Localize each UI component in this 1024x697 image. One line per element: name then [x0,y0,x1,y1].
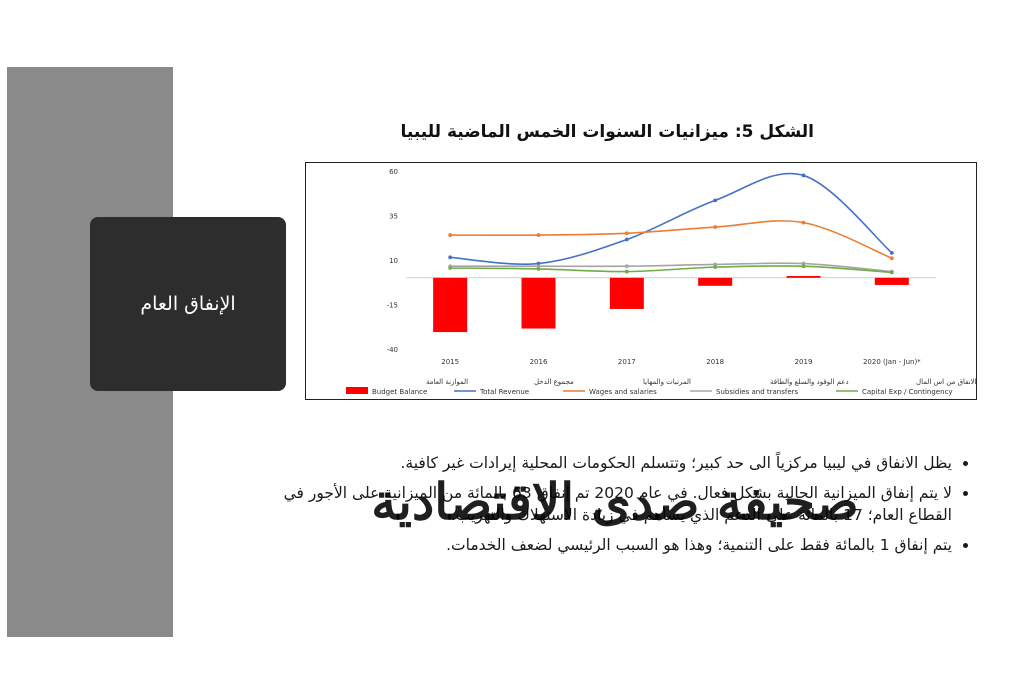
bullet-item: يتم إنفاق 1 بالمائة فقط على التنمية؛ وهذ… [270,534,952,556]
bar [698,277,733,286]
bar [521,277,556,329]
y-tick-label: 60 [389,168,398,176]
watermark-text: صحيفة صدى الاقتصادية [371,472,859,531]
series-point [624,231,629,236]
x-tick-label: 2017 [618,358,636,366]
bar [609,277,644,309]
bullet-item: لا يتم إنفاق الميزانية الحالية بشكل فعال… [270,482,952,526]
x-tick-label: 2016 [530,358,548,366]
series-point [801,173,806,178]
series-point [713,265,718,270]
legend-label: Budget Balance [372,388,427,396]
legend-label: Wages and salaries [589,388,657,396]
series-point [536,267,541,271]
series-point [801,220,806,225]
series-point [536,261,541,266]
series-point [624,264,629,269]
bar [874,277,909,285]
legend-label-ar: دعم الوقود والسلع والطاقة [770,378,849,386]
x-tick-label: 2020 (Jan - Jun)* [863,358,921,366]
series-point [624,269,629,274]
y-tick-label: 10 [389,257,398,265]
series-point [889,250,894,255]
budget-chart: 60 35 10 -15 -40 2015 2016 2017 2018 2019 2020 (Ja… [346,168,976,396]
series-point [536,233,541,237]
legend-label: Total Revenue [479,388,529,396]
series-line [450,172,893,265]
bar [433,277,468,333]
x-tick-label: 2015 [441,358,459,366]
series-point [448,233,453,237]
series-point [889,270,894,275]
bullet-item: يظل الانفاق في ليبيا مركزياً الى حد كبير… [270,452,953,474]
series-line [450,262,892,273]
series-point [713,198,718,203]
series-point [713,262,718,267]
figure-title: الشكل 5: ميزانيات السنوات الخمس الماضية … [400,122,815,142]
series-point [713,225,718,229]
series-line [450,265,892,274]
bar [786,276,821,278]
x-tick-label: 2019 [795,358,813,366]
series-point [624,237,629,242]
legend-label-ar: المرتبات والمهايا [643,378,691,386]
x-tick-label: 2018 [706,358,724,366]
legend-label: Subsidies and transfers [716,388,799,396]
series-point [801,264,806,269]
legend-label-ar: الموازنة العامة [426,378,468,386]
y-tick-label: -15 [387,302,398,310]
series-point [536,264,541,269]
series-point [801,261,806,266]
topic-box: الإنفاق العام [90,217,286,391]
legend-label-ar: الانفاق من اس المال [916,378,976,386]
series-point [889,256,894,261]
y-tick-label: 35 [389,213,398,221]
legend-label-ar: مجموع الدخل [534,378,574,386]
series-line [450,220,893,259]
legend-label: Capital Exp / Contingency [862,388,953,396]
series-point [448,266,453,270]
legend-swatch [346,387,368,394]
bullet-list: يظل الانفاق في ليبيا مركزياً الى حد كبير… [270,452,970,564]
chart-frame: 60 35 10 -15 -40 2015 2016 2017 2018 2019 2020 (Ja… [305,162,977,400]
y-tick-label: -40 [387,346,398,354]
topic-label: الإنفاق العام [140,293,236,315]
series-point [448,255,453,260]
